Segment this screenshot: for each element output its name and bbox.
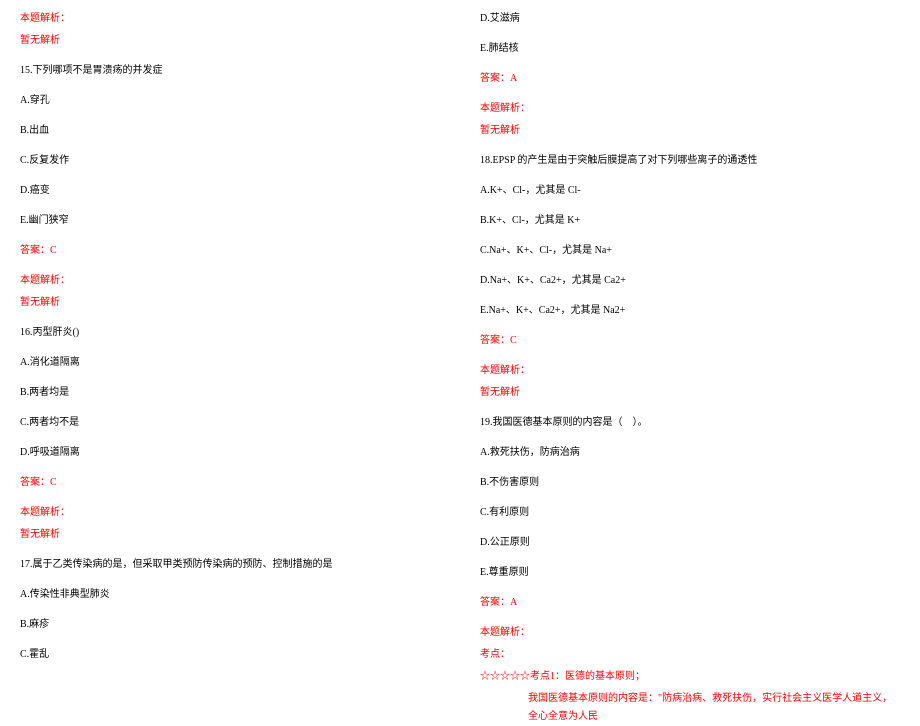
q18-opt-b: B.K+、Cl-，尤其是 K+: [480, 212, 900, 230]
q15-opt-b: B.出血: [20, 122, 440, 140]
analysis-label: 本题解析：: [480, 362, 900, 380]
analysis-label: 本题解析：: [20, 10, 440, 28]
q15-opt-d: D.癌变: [20, 182, 440, 200]
right-column: D.艾滋病 E.肺结核 答案：A 本题解析： 暂无解析 18.EPSP 的产生是…: [460, 0, 920, 651]
no-analysis: 暂无解析: [480, 384, 900, 402]
q17-stem: 17.属于乙类传染病的是，但采取甲类预防传染病的预防、控制措施的是: [20, 556, 440, 574]
analysis-label: 本题解析：: [20, 272, 440, 290]
q15-opt-e: E.幽门狭窄: [20, 212, 440, 230]
q19-opt-c: C.有利原则: [480, 504, 900, 522]
q18-opt-e: E.Na+、K+、Ca2+，尤其是 Na2+: [480, 302, 900, 320]
left-column: 本题解析： 暂无解析 15.下列哪项不是胃溃疡的并发症 A.穿孔 B.出血 C.…: [0, 0, 460, 651]
q16-opt-b: B.两者均是: [20, 384, 440, 402]
analysis-label: 本题解析：: [480, 100, 900, 118]
q19-stem: 19.我国医德基本原则的内容是（ ）。: [480, 414, 900, 432]
q19-opt-d: D.公正原则: [480, 534, 900, 552]
q18-answer: 答案：C: [480, 332, 900, 350]
q17-opt-a: A.传染性非典型肺炎: [20, 586, 440, 604]
q16-answer: 答案：C: [20, 474, 440, 492]
q18-opt-d: D.Na+、K+、Ca2+，尤其是 Ca2+: [480, 272, 900, 290]
q19-content: 我国医德基本原则的内容是："防病治病、救死扶伤，实行社会主义医学人道主义，全心全…: [480, 690, 900, 726]
q19-kdian: 考点：: [480, 646, 900, 664]
q16-opt-d: D.呼吸道隔离: [20, 444, 440, 462]
q19-opt-b: B.不伤害原则: [480, 474, 900, 492]
q19-opt-a: A.救死扶伤，防病治病: [480, 444, 900, 462]
q18-stem: 18.EPSP 的产生是由于突触后膜提高了对下列哪些离子的通透性: [480, 152, 900, 170]
q15-opt-a: A.穿孔: [20, 92, 440, 110]
q16-opt-a: A.消化道隔离: [20, 354, 440, 372]
q15-stem: 15.下列哪项不是胃溃疡的并发症: [20, 62, 440, 80]
q19-opt-e: E.尊重原则: [480, 564, 900, 582]
q18-opt-c: C.Na+、K+、Cl-，尤其是 Na+: [480, 242, 900, 260]
q15-opt-c: C.反复发作: [20, 152, 440, 170]
q19-answer: 答案：A: [480, 594, 900, 612]
q18-opt-a: A.K+、Cl-，尤其是 Cl-: [480, 182, 900, 200]
q17-opt-c: C.霍乱: [20, 646, 440, 664]
q16-opt-c: C.两者均不是: [20, 414, 440, 432]
q17-opt-e: E.肺结核: [480, 40, 900, 58]
no-analysis: 暂无解析: [480, 122, 900, 140]
q17-answer: 答案：A: [480, 70, 900, 88]
analysis-label: 本题解析：: [20, 504, 440, 522]
q15-answer: 答案：C: [20, 242, 440, 260]
q17-opt-d: D.艾滋病: [480, 10, 900, 28]
q19-stars: ☆☆☆☆☆考点1：医德的基本原则；: [480, 668, 900, 686]
no-analysis: 暂无解析: [20, 526, 440, 544]
analysis-label: 本题解析：: [480, 624, 900, 642]
no-analysis: 暂无解析: [20, 32, 440, 50]
q16-stem: 16.丙型肝炎(): [20, 324, 440, 342]
q17-opt-b: B.麻疹: [20, 616, 440, 634]
no-analysis: 暂无解析: [20, 294, 440, 312]
